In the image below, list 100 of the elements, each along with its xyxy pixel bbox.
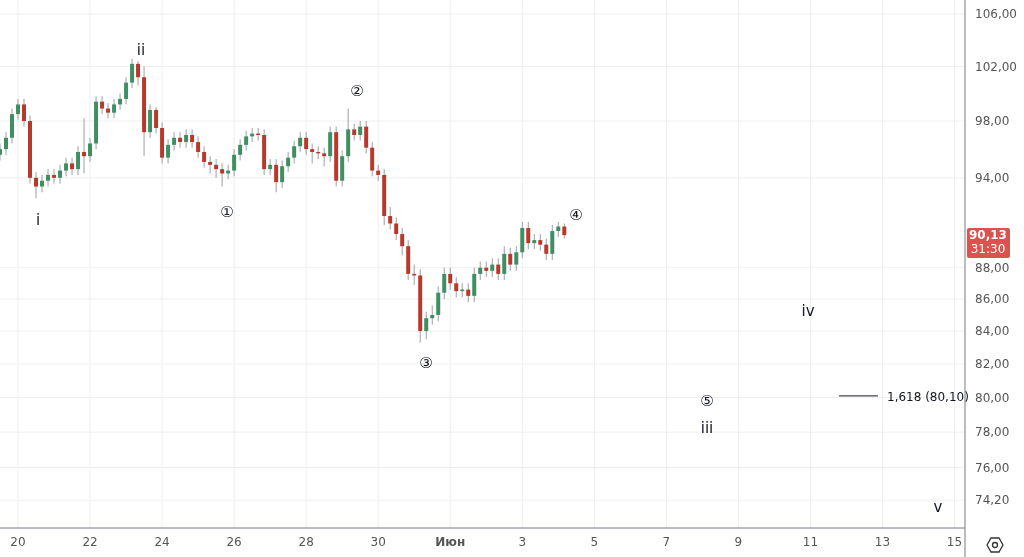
candlestick (370, 141, 375, 177)
annotation: i (35, 211, 41, 230)
y-tick-label: 80,00 (975, 390, 1010, 405)
y-tick-label: 74,20 (975, 493, 1010, 508)
candlestick (322, 147, 327, 167)
x-tick-label: 3 (518, 535, 527, 549)
candlestick (514, 245, 519, 272)
x-tick-label: 22 (82, 535, 98, 549)
candlestick (148, 103, 153, 139)
annotation: iii (700, 419, 714, 438)
candlestick (172, 131, 177, 152)
candlestick (136, 60, 141, 86)
y-tick-label: 94,00 (975, 171, 1010, 186)
x-tick-label: 9 (734, 535, 743, 549)
candlestick (70, 157, 75, 176)
candlestick (130, 58, 135, 89)
candlestick (190, 128, 195, 149)
candlestick (274, 158, 279, 193)
candlestick (292, 140, 297, 164)
candlestick (490, 257, 495, 278)
annotation: ④ (569, 206, 583, 225)
candlestick (304, 131, 309, 156)
x-tick-label: 24 (154, 535, 170, 549)
candlestick (298, 131, 303, 153)
candlestick (496, 257, 501, 281)
y-tick-label: 84,00 (975, 324, 1010, 339)
candlestick (220, 162, 225, 188)
candlestick (286, 151, 291, 173)
x-tick-label: 13 (874, 535, 891, 549)
candlestick (88, 137, 93, 163)
candlestick (478, 261, 483, 281)
candlestick (454, 276, 459, 298)
candlestick (82, 117, 87, 174)
annotation: ② (350, 82, 364, 101)
candlestick (178, 131, 183, 149)
y-tick-label: 98,00 (975, 114, 1010, 129)
candlestick (280, 160, 285, 189)
annotation: ① (220, 203, 234, 222)
candlestick (22, 98, 27, 128)
candlestick (364, 120, 369, 154)
text: 31:30 (970, 242, 1006, 257)
x-tick-label: 26 (226, 535, 242, 549)
candlestick (244, 130, 249, 152)
candlestick (526, 221, 531, 250)
candlestick (196, 135, 201, 159)
annotation: 1,618 (80,10) (887, 390, 969, 405)
annotation: ③ (419, 354, 433, 373)
candlestick (118, 92, 123, 111)
candlestick (202, 145, 207, 169)
candlestick (448, 267, 453, 291)
candlestick (232, 148, 237, 177)
candlestick (400, 227, 405, 256)
candlestick (214, 158, 219, 179)
candlestick (52, 168, 57, 185)
candlestick (124, 76, 129, 105)
x-tick-label: 20 (10, 535, 26, 549)
x-tick-label: 28 (298, 535, 314, 549)
candlestick (184, 128, 189, 149)
annotation: ii (136, 41, 146, 60)
y-tick-label: 86,00 (975, 292, 1010, 307)
candlestick (544, 238, 549, 261)
candlestick (388, 206, 393, 231)
x-tick-label: 7 (662, 535, 671, 549)
candlestick (466, 282, 471, 303)
candlestick (10, 108, 15, 144)
candlestick (40, 174, 45, 193)
candlestick (268, 158, 273, 176)
candlestick (430, 304, 435, 326)
x-tick-label: Июн (435, 535, 466, 549)
candlestick (394, 217, 399, 241)
candlestick (442, 267, 447, 300)
y-tick-label: 88,00 (975, 260, 1010, 275)
y-tick-label: 76,00 (975, 460, 1010, 475)
candlestick (358, 120, 363, 142)
y-tick-label: 102,00 (975, 59, 1017, 74)
candlestick (154, 106, 159, 135)
x-tick-label: 30 (370, 535, 386, 549)
candlestick (64, 157, 69, 177)
text: 90,13 (969, 228, 1007, 243)
y-tick-label: 78,00 (975, 425, 1010, 440)
candlestick (100, 95, 105, 115)
candlestick (16, 98, 21, 121)
candlestick (238, 138, 243, 162)
candlestick (424, 311, 429, 340)
candlestick (106, 102, 111, 119)
candlestick (112, 98, 117, 119)
candlestick (436, 285, 441, 322)
y-tick-label: 82,00 (975, 357, 1010, 372)
candlestick (166, 138, 171, 164)
candlestick (34, 171, 39, 199)
candlestick (502, 245, 507, 281)
annotation: iv (801, 302, 815, 321)
x-tick-label: 15 (946, 535, 963, 549)
candlestick (310, 142, 315, 164)
candlestick (46, 168, 51, 188)
candlestick (472, 267, 477, 303)
annotation: v (933, 498, 943, 517)
x-tick-label: 11 (802, 535, 819, 549)
candlestick (208, 155, 213, 174)
candlestick (4, 131, 8, 156)
